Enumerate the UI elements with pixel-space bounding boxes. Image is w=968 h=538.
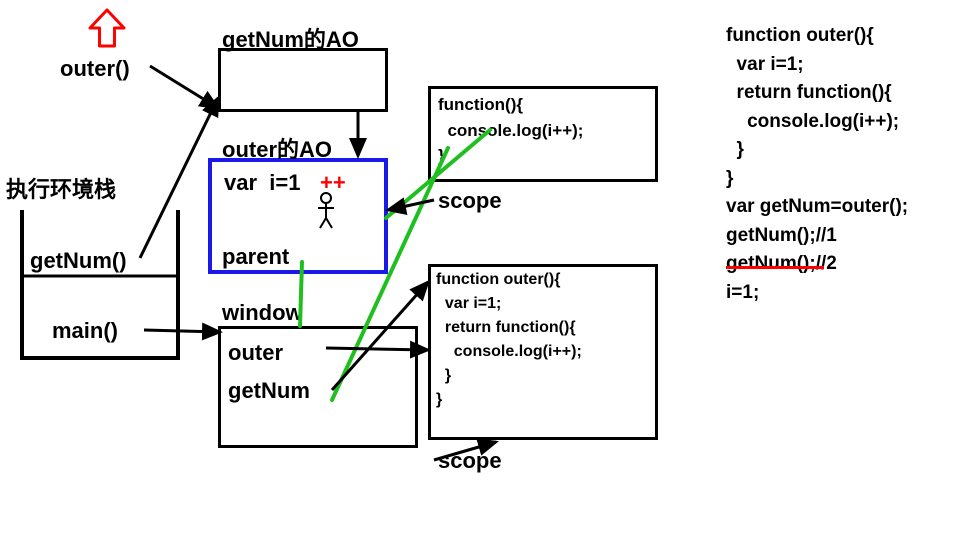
outer-function-code: function outer(){ var i=1; return functi…	[436, 268, 582, 412]
stack-title-label: 执行环境栈	[6, 172, 116, 204]
outer-ao-label: outer的AO	[222, 132, 332, 164]
getnum-ao-label: getNum的AO	[222, 22, 359, 54]
window-label: window	[222, 300, 303, 326]
getnum-stack-label: getNum()	[30, 248, 127, 274]
outer-call-label: outer()	[60, 56, 130, 82]
source-code-listing: function outer(){ var i=1; return functi…	[726, 22, 908, 307]
parent-label: parent	[222, 244, 289, 270]
getnum-ao-box	[218, 48, 388, 112]
outer-window-label: outer	[228, 340, 283, 366]
scope-bottom-label: scope	[438, 448, 502, 474]
getnum-window-label: getNum	[228, 378, 310, 404]
var-i-label: var i=1	[224, 170, 300, 196]
scope-top-label: scope	[438, 188, 502, 214]
main-stack-label: main()	[52, 318, 118, 344]
inner-function-code: function(){ console.log(i++); }	[438, 92, 583, 169]
getnum-underline	[726, 266, 824, 269]
var-i-pp-label: ++	[320, 170, 346, 196]
